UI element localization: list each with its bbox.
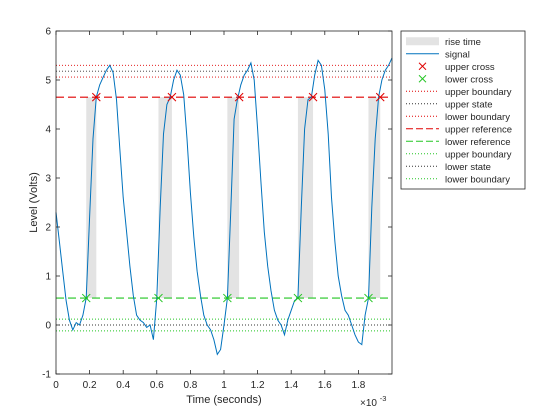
legend-entry-0: rise time [406, 37, 481, 48]
lower-cross-marker-3 [293, 293, 303, 303]
rise-time-patch-3 [297, 97, 314, 299]
legend-entry-4: upper boundary [406, 87, 512, 98]
legend-label-3: lower cross [445, 74, 493, 85]
upper-cross-marker-3 [308, 92, 318, 102]
lower-cross-marker-2-b [223, 293, 232, 303]
lower-cross-marker-1-b [154, 293, 163, 303]
x-tick-label-4: 0.8 [183, 380, 197, 391]
legend-entry-10: lower state [406, 162, 491, 173]
x-tick-label-0: 0 [53, 380, 59, 391]
level-lines [56, 64, 392, 332]
x-tick-label-9: 1.8 [351, 380, 365, 391]
legend-label-2: upper cross [445, 62, 495, 73]
legend-entry-5: upper state [406, 99, 493, 110]
x-axis-exponent-base: ×10 [360, 398, 377, 409]
x-axis-exponent-power: -3 [380, 394, 387, 403]
legend-label-10: lower state [445, 162, 491, 173]
lower-cross-marker-2 [223, 293, 232, 303]
x-axis-ticks: 0 0.2 0.4 0.6 0.8 1 1.2 1.4 1.6 1.8 [53, 31, 366, 391]
legend-swatch-3-b [418, 74, 427, 83]
legend-label-0: rise time [445, 37, 481, 48]
legend-swatch-2-b [418, 62, 427, 71]
legend-entry-9: upper boundary [406, 149, 512, 160]
x-tick-label-7: 1.4 [284, 380, 298, 391]
y-tick-label-7: 6 [45, 27, 51, 38]
x-tick-label-1: 0.2 [83, 380, 97, 391]
cross-markers [81, 92, 385, 303]
legend-swatch-0 [406, 37, 439, 46]
legend-entry-7: upper reference [406, 124, 512, 135]
x-tick-label-8: 1.6 [318, 380, 332, 391]
upper-cross-marker-2-b [234, 92, 244, 102]
y-tick-label-0: -1 [42, 370, 51, 381]
legend-entry-2: upper cross [418, 62, 495, 73]
legend-entry-6: lower boundary [406, 112, 510, 123]
legend-label-4: upper boundary [445, 87, 512, 98]
upper-cross-marker-4 [375, 92, 385, 102]
x-tick-label-6: 1.2 [251, 380, 265, 391]
rise-time-patch-0 [86, 97, 97, 299]
y-axis-ticks: -1 0 1 2 3 4 5 6 [42, 27, 392, 381]
signal-line [55, 57, 393, 356]
lower-cross-marker-4-b [364, 293, 373, 303]
legend-label-7: upper reference [445, 124, 512, 135]
rise-time-patches [86, 97, 381, 299]
y-axis-label: Level (Volts) [28, 172, 40, 233]
upper-cross-marker-0-b [91, 92, 101, 102]
y-tick-label-3: 2 [45, 223, 51, 234]
upper-cross-marker-3-b [308, 92, 318, 102]
legend-entry-3: lower cross [418, 74, 493, 85]
upper-cross-marker-0 [91, 92, 101, 102]
lower-cross-marker-3-b [293, 293, 303, 303]
legend-label-9: upper boundary [445, 149, 512, 160]
x-axis-label: Time (seconds) [186, 394, 261, 406]
x-tick-label-2: 0.4 [116, 380, 130, 391]
lower-cross-marker-4 [364, 293, 373, 303]
y-tick-label-4: 3 [45, 174, 51, 185]
legend-label-5: upper state [445, 99, 493, 110]
upper-cross-marker-1-b [167, 92, 177, 102]
legend-label-6: lower boundary [445, 112, 510, 123]
legend-label-1: signal [445, 49, 470, 60]
rise-time-patch-2 [227, 97, 240, 299]
y-tick-label-2: 1 [45, 272, 51, 283]
legend-box [400, 30, 526, 190]
legend-label-11: lower boundary [445, 174, 510, 185]
y-tick-label-5: 4 [45, 125, 51, 136]
y-tick-label-1: 0 [45, 321, 51, 332]
upper-cross-marker-4-b [375, 92, 385, 102]
x-axis-exponent: ×10 -3 [360, 394, 386, 409]
legend-entry-1: signal [406, 49, 470, 60]
upper-cross-marker-1 [167, 92, 177, 102]
legend-label-8: lower reference [445, 137, 510, 148]
rise-time-patch-4 [368, 97, 381, 299]
y-tick-label-6: 5 [45, 76, 51, 87]
x-tick-label-5: 1 [221, 380, 227, 391]
lower-cross-marker-1 [154, 293, 163, 303]
rise-time-patch-1 [158, 97, 172, 299]
lower-cross-marker-0-b [81, 293, 91, 303]
upper-cross-marker-2 [234, 92, 244, 102]
lower-cross-marker-0 [81, 293, 91, 303]
x-tick-label-3: 0.6 [150, 380, 164, 391]
legend-entry-11: lower boundary [406, 174, 510, 185]
legend-entry-8: lower reference [406, 137, 510, 148]
